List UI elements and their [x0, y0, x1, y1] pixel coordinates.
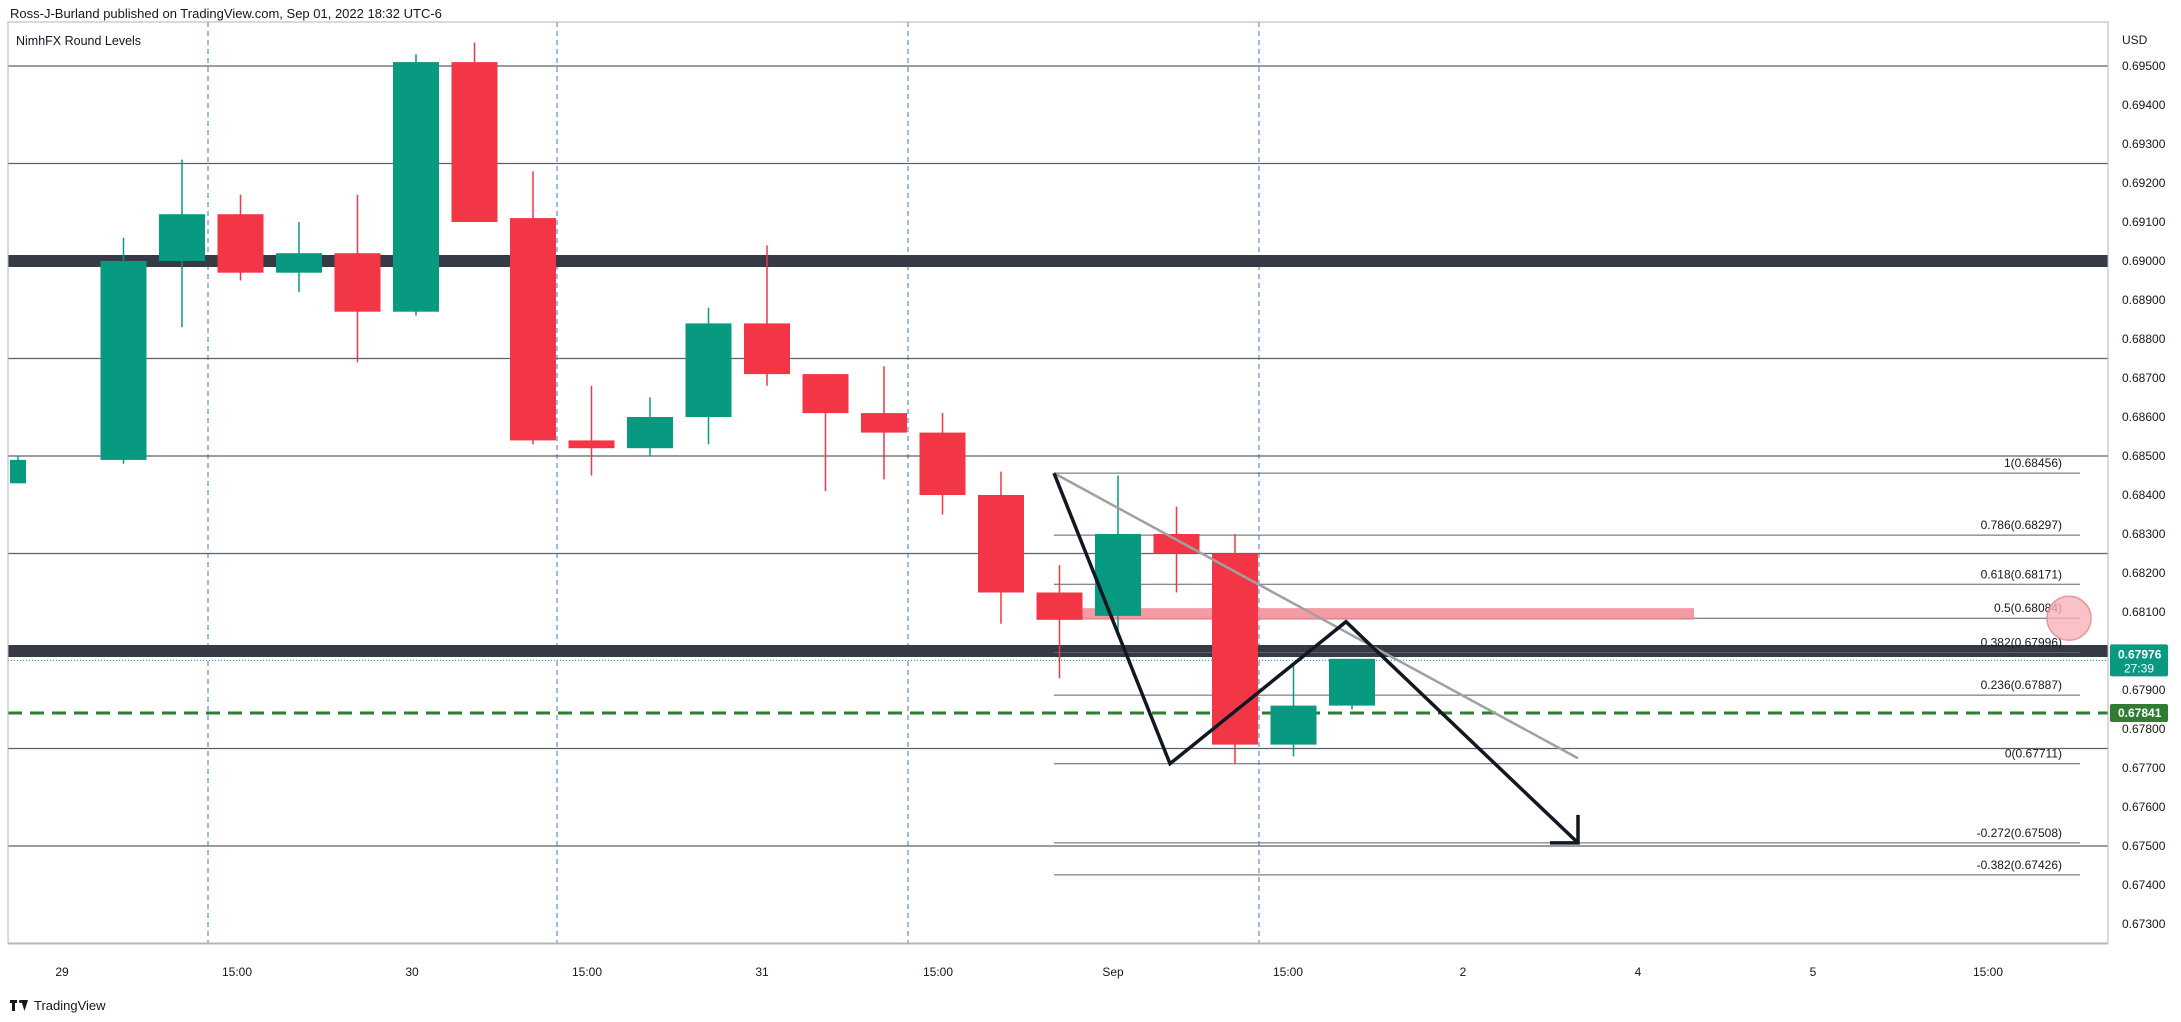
dashed-price-value: 0.67841	[2118, 706, 2162, 720]
fib-level-label: 1(0.68456)	[2004, 456, 2062, 470]
price-tick-label: 0.67400	[2122, 878, 2166, 892]
candle-body	[1212, 553, 1258, 745]
candle-body	[802, 374, 849, 414]
candle-body	[393, 62, 439, 312]
price-tick-label: 0.68800	[2122, 332, 2166, 346]
fib-level-label: -0.382(0.67426)	[1977, 858, 2062, 872]
time-tick-label: Sep	[1102, 965, 1124, 979]
time-tick-label: 4	[1635, 965, 1642, 979]
price-tick-label: 0.69500	[2122, 59, 2166, 73]
price-tick-label: 0.68600	[2122, 410, 2166, 424]
candle-body	[1329, 658, 1375, 706]
candle-body	[861, 413, 907, 433]
price-tick-label: 0.67600	[2122, 800, 2166, 814]
publisher-header: Ross-J-Burland published on TradingView.…	[10, 6, 442, 21]
price-tick-label: 0.68300	[2122, 527, 2166, 541]
time-tick-label: 2	[1460, 965, 1467, 979]
candle-body	[276, 253, 322, 273]
candle-body	[744, 323, 790, 375]
current-price-value: 0.67976	[2118, 647, 2162, 661]
fib-level-label: 0.236(0.67887)	[1981, 678, 2062, 692]
time-tick-label: 30	[405, 965, 419, 979]
round-level-bold	[8, 645, 2108, 657]
candle-series	[10, 42, 1375, 765]
price-tick-label: 0.69100	[2122, 215, 2166, 229]
fib-level-label: 0(0.67711)	[2005, 747, 2062, 761]
plot-frame	[7, 21, 2109, 944]
candle-body	[1095, 534, 1141, 616]
time-tick-label: 31	[755, 965, 769, 979]
fib-level-label: 0.382(0.67996)	[1981, 636, 2062, 650]
price-tick-label: 0.67700	[2122, 761, 2166, 775]
time-tick-label: 15:00	[572, 965, 602, 979]
price-tick-label: 0.68900	[2122, 293, 2166, 307]
fib-zone-highlight	[1054, 608, 1694, 620]
price-tick-label: 0.68200	[2122, 566, 2166, 580]
candle-body	[510, 218, 556, 441]
time-axis[interactable]: 29 15:00 30 15:00 31 15:00 Sep 15:00 2 4 5 15:00	[55, 965, 2003, 979]
candle-body	[568, 440, 615, 449]
session-dividers	[207, 22, 1260, 943]
candle-body	[919, 432, 966, 495]
candle-body	[451, 62, 498, 222]
price-tick-label: 0.68700	[2122, 371, 2166, 385]
candle-body	[685, 323, 732, 417]
candle-body	[1036, 592, 1083, 620]
fib-level-label: 0.5(0.68084)	[1994, 601, 2062, 615]
time-tick-label: 15:00	[1973, 965, 2003, 979]
candle-body	[100, 261, 147, 460]
price-tick-label: 0.67300	[2122, 917, 2166, 931]
brand-name: TradingView	[34, 998, 106, 1013]
price-tick-label: 0.69200	[2122, 176, 2166, 190]
currency-label: USD	[2122, 33, 2148, 47]
descending-trendline	[1053, 472, 1579, 760]
fib-level-label: -0.272(0.67508)	[1977, 826, 2062, 840]
footer-brand[interactable]: TradingView	[10, 998, 106, 1013]
candle-body	[1270, 705, 1317, 745]
price-axis[interactable]: 0.69500 0.69400 0.69300 0.69200 0.69100 0.690…	[7, 21, 2168, 945]
price-tick-label: 0.69300	[2122, 137, 2166, 151]
indicator-title[interactable]: NimhFX Round Levels	[16, 34, 142, 48]
candle-body	[1153, 534, 1200, 554]
projection-path	[1052, 472, 1580, 845]
countdown-timer: 27:39	[2124, 661, 2154, 675]
time-tick-label: 15:00	[1273, 965, 1303, 979]
price-tick-label: 0.67900	[2122, 683, 2166, 697]
current-price-tag	[2110, 644, 2168, 677]
time-tick-label: 5	[1810, 965, 1817, 979]
price-tick-label: 0.67800	[2122, 722, 2166, 736]
price-tick-label: 0.68400	[2122, 488, 2166, 502]
round-level-bold	[8, 255, 2108, 267]
candle-body	[627, 417, 673, 449]
horizontal-levels	[8, 65, 2108, 847]
candle-body	[217, 214, 264, 273]
price-tick-label: 0.68500	[2122, 449, 2166, 463]
tradingview-logo-icon	[10, 1000, 28, 1011]
candle-body	[159, 214, 205, 261]
price-tick-label: 0.69400	[2122, 98, 2166, 112]
fibonacci-retracement[interactable]: 1(0.68456) 0.786(0.68297) 0.618(0.68171) 0.…	[1054, 456, 2092, 876]
price-tick-label: 0.68100	[2122, 605, 2166, 619]
time-tick-label: 15:00	[222, 965, 252, 979]
candle-body	[334, 253, 381, 312]
fib-level-label: 0.786(0.68297)	[1981, 518, 2062, 532]
candle-body	[978, 495, 1024, 593]
price-tick-label: 0.69000	[2122, 254, 2166, 268]
price-tick-label: 0.67500	[2122, 839, 2166, 853]
time-tick-label: 29	[55, 965, 69, 979]
candle-body	[10, 459, 26, 484]
trend-drawings[interactable]	[1052, 472, 1580, 845]
fib-level-label: 0.618(0.68171)	[1981, 567, 2062, 581]
fib-marker-circle	[2046, 595, 2092, 641]
arrow-head-icon	[1550, 814, 1580, 845]
time-tick-label: 15:00	[923, 965, 953, 979]
dashed-price-tag	[2110, 704, 2168, 723]
